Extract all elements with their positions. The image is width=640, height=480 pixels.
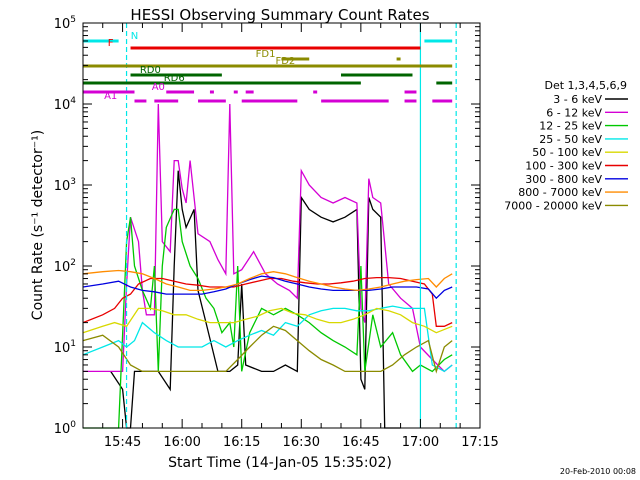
legend-label: 25 - 50 keV [539,133,602,146]
series-line-0 [110,170,401,429]
y-tick-label: 104 [54,96,77,113]
flag-label-a0: A0 [152,82,165,93]
series-line-2 [83,208,453,429]
x-tick-label: 16:45 [342,435,379,450]
y-axis-label: Count Rate (s⁻¹ detector⁻¹) [30,130,46,320]
legend-label: 800 - 7000 keV [518,186,602,199]
series-line-8 [82,325,453,374]
footer-timestamp: 20-Feb-2010 00:08 [560,467,636,476]
series-line-6 [82,275,453,300]
flag-label-fd2: FD2 [275,56,295,67]
y-tick-label: 100 [54,420,77,437]
legend-title: Det 1,3,4,5,6,9 [544,79,627,92]
x-tick-label: 15:45 [104,435,141,450]
legend-label: 3 - 6 keV [553,93,602,106]
x-tick-label: 17:15 [461,435,498,450]
flag-label-f: F [108,38,114,49]
flag-label-fd1: FD1 [256,49,276,60]
x-tick-label: 16:15 [223,435,260,450]
y-axis-ticks: 100 101 102 103 104 105 [54,15,480,437]
x-tick-label: 16:30 [283,435,320,450]
legend-label: 50 - 100 keV [532,146,602,159]
x-tick-label: 16:00 [163,435,200,450]
x-axis-ticks: 15:45 16:00 16:15 16:30 16:45 17:00 17:15 [102,23,499,450]
series-line-7 [82,269,453,292]
chart-title: HESSI Observing Summary Count Rates [130,6,429,24]
flag-label-a1: A1 [104,91,117,102]
x-tick-label: 17:00 [402,435,439,450]
legend-label: 300 - 800 keV [525,173,602,186]
flag-label-rd6: RD6 [164,73,185,84]
y-tick-label: 101 [54,339,76,356]
legend-label: 7000 - 20000 keV [504,199,602,212]
x-axis-label: Start Time (14-Jan-05 15:35:02) [168,455,392,471]
y-tick-label: 102 [54,258,76,275]
flag-label-n: N [131,31,138,42]
legend-label: 6 - 12 keV [546,106,602,119]
series-line-5 [82,276,453,327]
legend-label: 100 - 300 keV [525,160,602,173]
series-line-4 [82,307,453,334]
series-line-3 [82,305,453,373]
y-tick-label: 105 [54,15,76,32]
y-tick-label: 103 [54,177,76,194]
legend-label: 12 - 25 keV [539,120,602,133]
flag-label-rd0: RD0 [140,65,161,76]
